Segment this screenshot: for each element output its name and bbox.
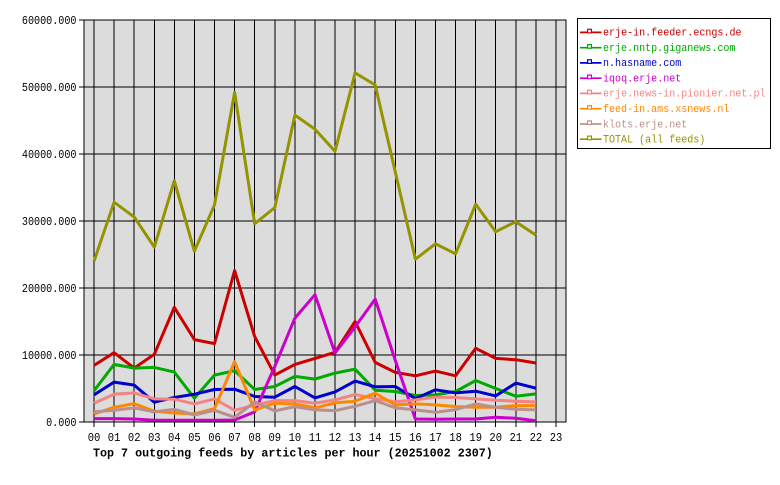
svg-text:feed-in.ams.xsnews.nl: feed-in.ams.xsnews.nl	[603, 104, 729, 116]
svg-text:05: 05	[188, 431, 201, 445]
svg-text:06: 06	[208, 431, 221, 445]
svg-text:klots.erje.net: klots.erje.net	[603, 119, 687, 131]
svg-text:30000.000: 30000.000	[22, 215, 77, 229]
svg-text:22: 22	[530, 431, 543, 445]
svg-text:15: 15	[389, 431, 402, 445]
svg-text:17: 17	[429, 431, 442, 445]
svg-text:erje.nntp.giganews.com: erje.nntp.giganews.com	[603, 43, 736, 55]
svg-text:12: 12	[329, 431, 342, 445]
svg-text:10000.000: 10000.000	[22, 349, 77, 363]
svg-text:09: 09	[269, 431, 282, 445]
svg-text:0.000: 0.000	[46, 416, 76, 430]
svg-text:03: 03	[148, 431, 161, 445]
svg-text:18: 18	[449, 431, 462, 445]
svg-text:iqoq.erje.net: iqoq.erje.net	[603, 74, 681, 86]
svg-text:00: 00	[88, 431, 101, 445]
svg-text:13: 13	[349, 431, 362, 445]
svg-text:40000.000: 40000.000	[22, 148, 77, 162]
svg-text:21: 21	[510, 431, 523, 445]
svg-text:02: 02	[128, 431, 141, 445]
svg-text:10: 10	[289, 431, 302, 445]
svg-text:n.hasname.com: n.hasname.com	[603, 58, 682, 70]
svg-text:07: 07	[228, 431, 241, 445]
svg-text:erje-in.feeder.ecngs.de: erje-in.feeder.ecngs.de	[603, 28, 742, 40]
svg-text:20000.000: 20000.000	[22, 282, 77, 296]
svg-text:23: 23	[550, 431, 563, 445]
svg-text:20: 20	[489, 431, 502, 445]
svg-text:Top 7 outgoing feeds by articl: Top 7 outgoing feeds by articles per hou…	[93, 447, 493, 461]
svg-text:erje.news-in.pionier.net.pl: erje.news-in.pionier.net.pl	[603, 89, 766, 101]
svg-text:11: 11	[309, 431, 322, 445]
svg-text:TOTAL (all feeds): TOTAL (all feeds)	[603, 135, 705, 147]
svg-text:01: 01	[108, 431, 121, 445]
svg-text:19: 19	[469, 431, 482, 445]
svg-text:50000.000: 50000.000	[22, 81, 77, 95]
svg-text:60000.000: 60000.000	[22, 14, 77, 28]
svg-text:08: 08	[248, 431, 261, 445]
svg-text:14: 14	[369, 431, 382, 445]
svg-text:16: 16	[409, 431, 422, 445]
svg-text:04: 04	[168, 431, 181, 445]
